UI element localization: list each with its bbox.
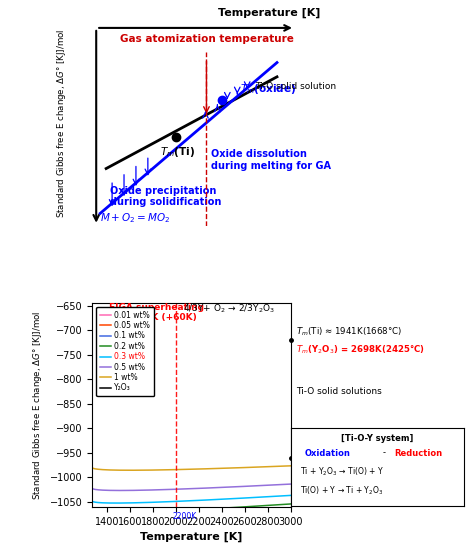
- Text: Standard Gibbs free E change, $\Delta G°$ [KJ]/mol: Standard Gibbs free E change, $\Delta G°…: [55, 29, 68, 219]
- Text: $T_m$(Ti): $T_m$(Ti): [160, 146, 195, 159]
- Text: EIGA superheating
~ 2000K (+60K): EIGA superheating ~ 2000K (+60K): [109, 303, 204, 322]
- Text: Oxidation: Oxidation: [305, 449, 350, 458]
- Y-axis label: Standard Gibbs free E change, $\Delta G°$ [KJ]/mol: Standard Gibbs free E change, $\Delta G°…: [31, 310, 44, 500]
- Legend: 0.01 wt%, 0.05 wt%, 0.1 wt%, 0.2 wt%, 0.3 wt%, 0.5 wt%, 1 wt%, Y₂O₃: 0.01 wt%, 0.05 wt%, 0.1 wt%, 0.2 wt%, 0.…: [96, 307, 154, 396]
- Text: $T_m$(Y$_2$O$_3$) = 2698K(2425°C): $T_m$(Y$_2$O$_3$) = 2698K(2425°C): [296, 343, 424, 356]
- Text: Ti-O solid solutions: Ti-O solid solutions: [296, 387, 381, 396]
- Text: Ti-O solid solution: Ti-O solid solution: [255, 82, 336, 91]
- Text: Ti + Y$_2$O$_3$ → Ti(O) + Y: Ti + Y$_2$O$_3$ → Ti(O) + Y: [299, 465, 384, 478]
- X-axis label: Temperature [K]: Temperature [K]: [140, 532, 243, 542]
- Text: $M + O_2 = MO_2$: $M + O_2 = MO_2$: [100, 211, 171, 225]
- Text: Oxide dissolution
during melting for GA: Oxide dissolution during melting for GA: [211, 149, 332, 171]
- Text: Oxide precipitation
during solidification: Oxide precipitation during solidificatio…: [110, 186, 221, 207]
- Text: Gas atomization temperature: Gas atomization temperature: [120, 34, 294, 44]
- Text: 2200K: 2200K: [173, 512, 197, 520]
- Text: $T_m$(oxide): $T_m$(oxide): [240, 82, 297, 96]
- Text: $T_m$(Ti) ≈ 1941K(1668°C): $T_m$(Ti) ≈ 1941K(1668°C): [296, 325, 402, 338]
- Text: -: -: [382, 449, 385, 458]
- Text: Temperature [K]: Temperature [K]: [219, 8, 321, 18]
- Text: Reduction: Reduction: [394, 449, 443, 458]
- Text: Ti(O) + Y → Ti + Y$_2$O$_3$: Ti(O) + Y → Ti + Y$_2$O$_3$: [299, 484, 383, 496]
- Text: 4/3Y+ O$_2$ → 2/3Y$_2$O$_3$: 4/3Y+ O$_2$ → 2/3Y$_2$O$_3$: [183, 303, 275, 316]
- Text: [Ti-O-Y system]: [Ti-O-Y system]: [341, 434, 413, 443]
